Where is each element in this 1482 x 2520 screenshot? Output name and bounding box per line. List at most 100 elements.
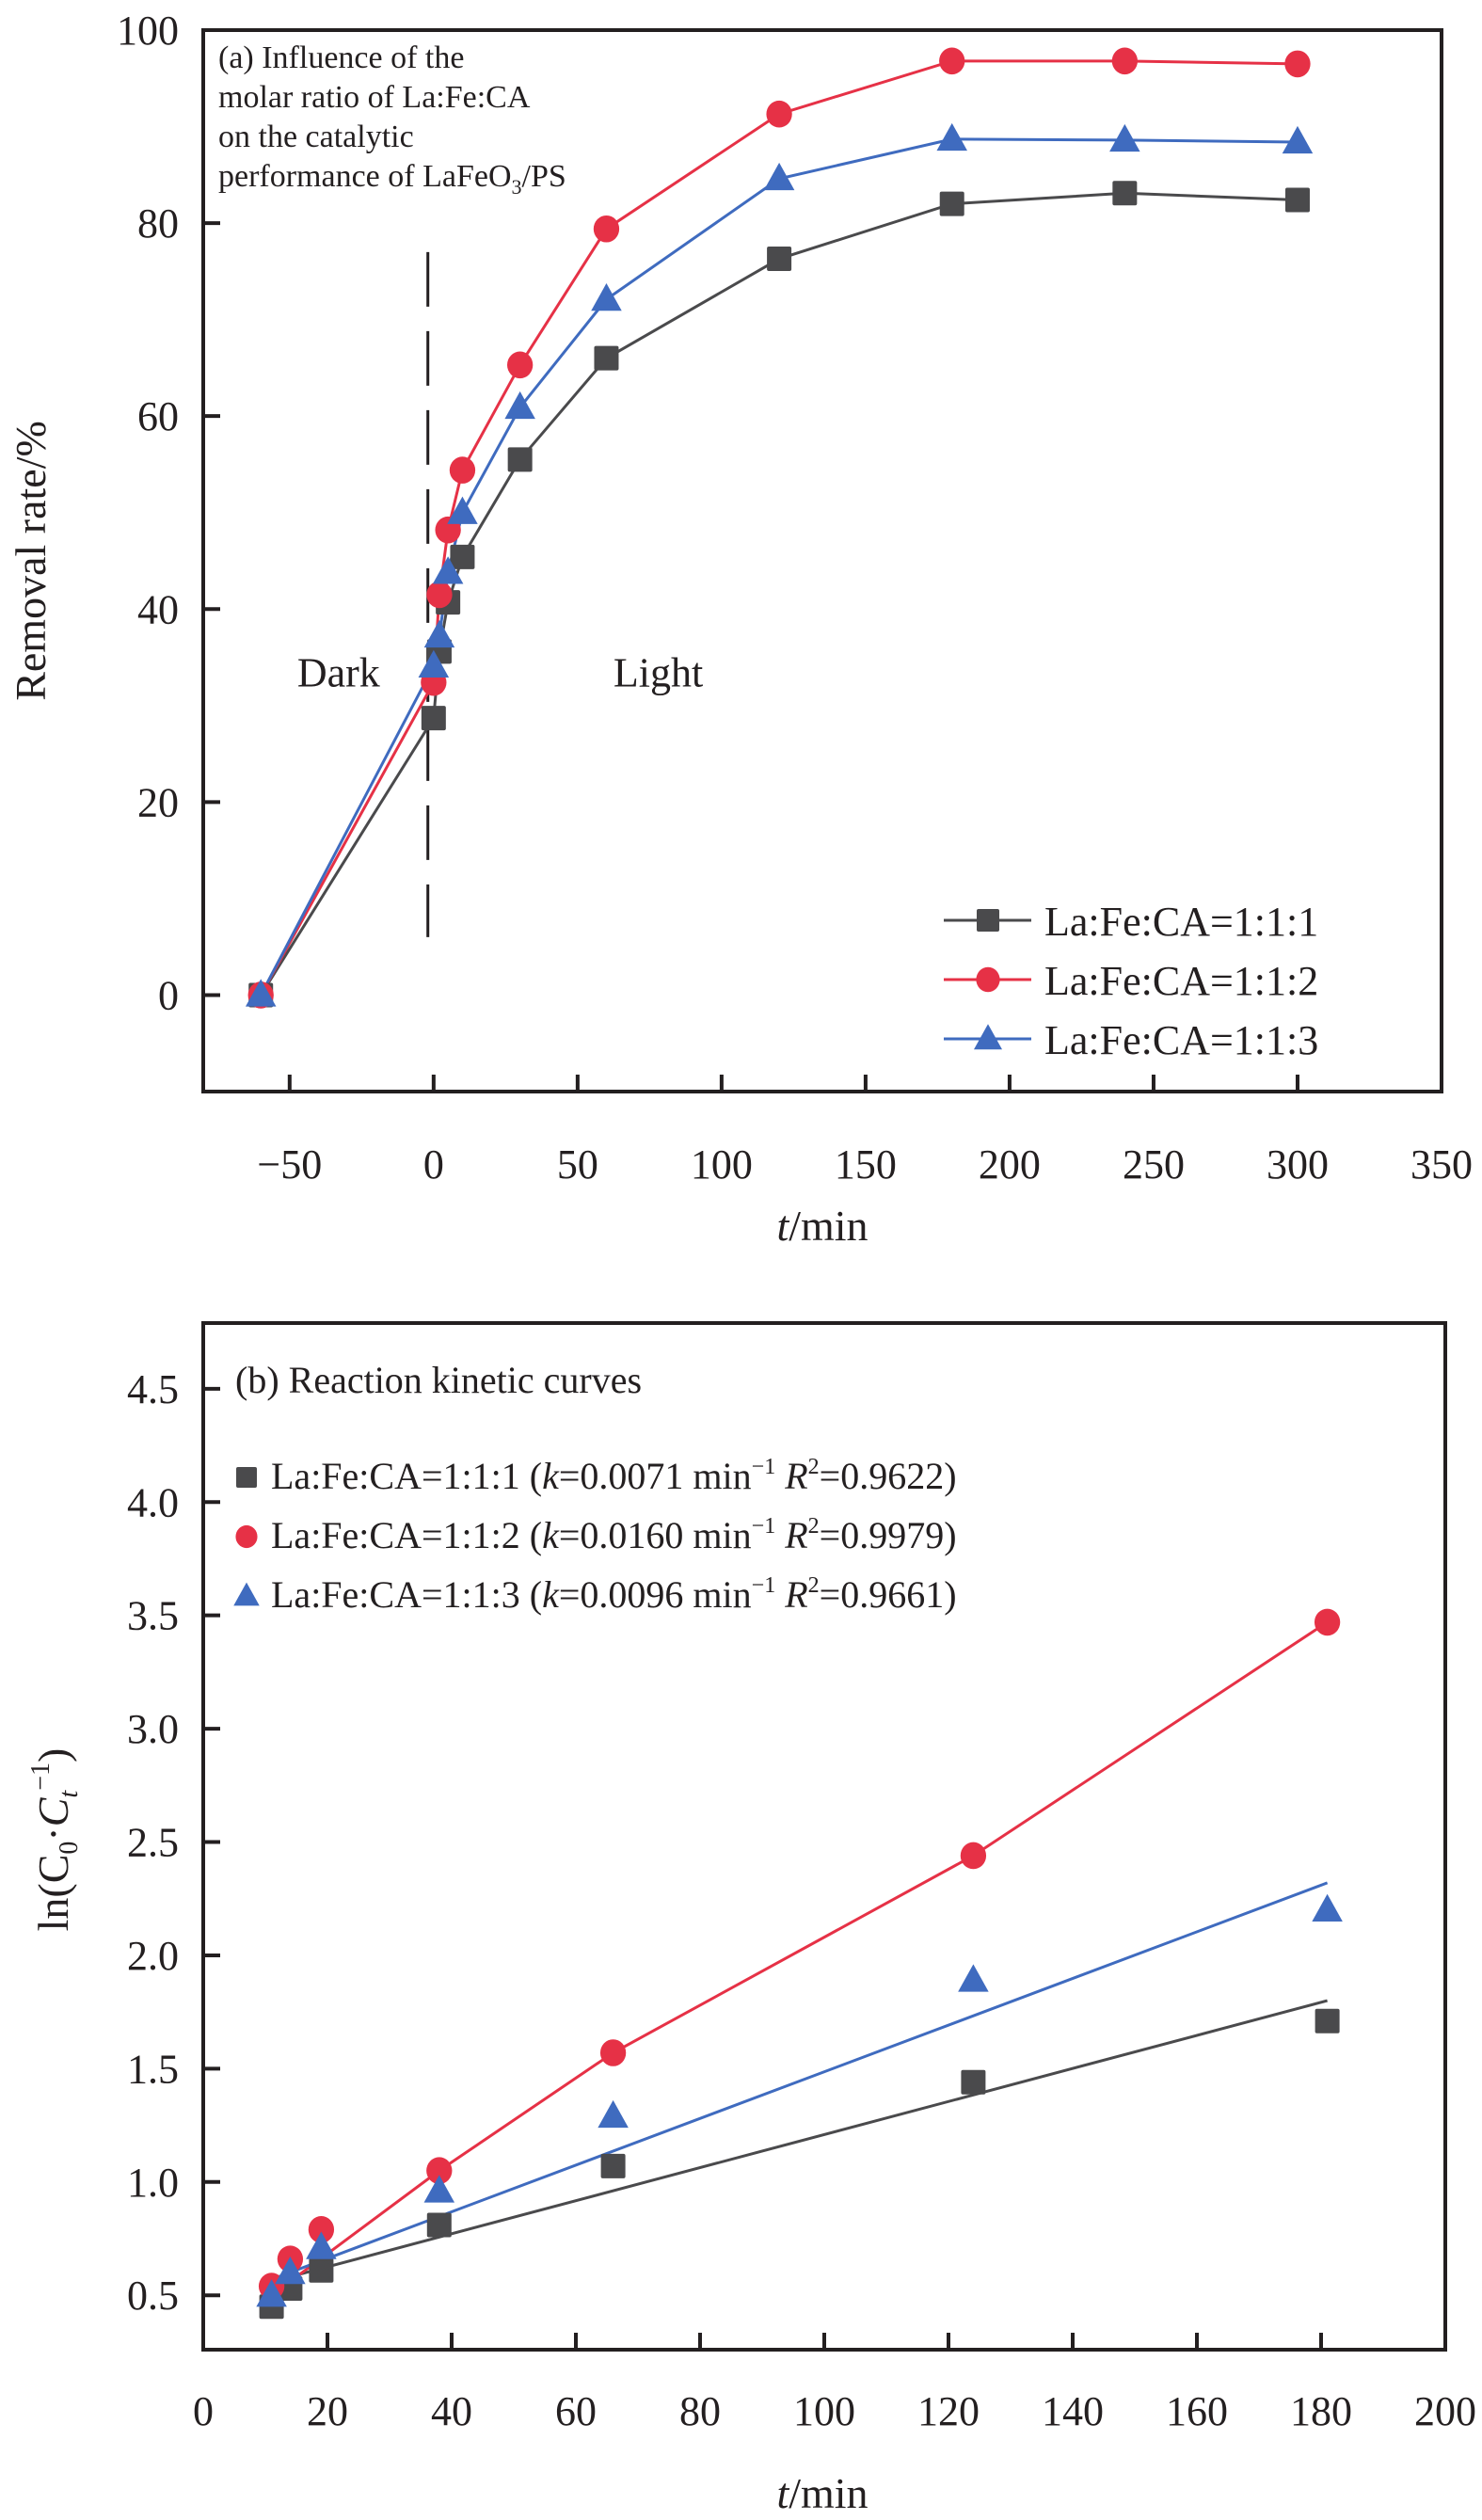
x-tick-label: 300 <box>1267 1141 1329 1188</box>
data-point-triangle-marker <box>591 283 622 311</box>
legend-label-part: −1 <box>752 1514 776 1539</box>
panel-a-title-line-1: (a) Influence of the <box>218 40 464 75</box>
legend-label-part: 2 <box>808 1455 820 1479</box>
legend-label-part: R <box>775 1573 807 1616</box>
x-tick-label: 60 <box>555 2388 597 2434</box>
legend-label-part: La:Fe:CA=1:1:2 ( <box>271 1514 542 1556</box>
x-axis-italic-t: t <box>776 2469 789 2517</box>
legend-label-part: R <box>775 1514 807 1556</box>
data-point-triangle-marker <box>423 2175 455 2203</box>
x-tick-label: 0 <box>423 1141 444 1188</box>
legend-label-part: −1 <box>752 1573 776 1598</box>
x-tick-label: 160 <box>1166 2388 1228 2434</box>
ylabel-post: ) <box>29 1748 77 1762</box>
legend-label-part: =0.0071 min <box>559 1455 752 1497</box>
data-point-circle-marker <box>593 215 620 243</box>
x-tick-label: 80 <box>679 2388 721 2434</box>
panel-a-x-ticks: −50 0 50 100 150 200 250 300 350 <box>257 1075 1473 1188</box>
panel-b-legend: La:Fe:CA=1:1:1 (k=0.0071 min−1 R2=0.9622… <box>233 1455 957 1616</box>
legend-label-part: =0.0096 min <box>559 1573 752 1616</box>
data-point-circle-marker <box>1314 1608 1341 1636</box>
ylabel-C: C <box>29 1796 77 1826</box>
legend-label: La:Fe:CA=1:1:1 <box>1044 899 1318 945</box>
series-2 <box>259 59 1299 997</box>
series-line <box>259 59 1299 997</box>
data-point-square-marker <box>426 2212 452 2238</box>
panel-a-title-line-2: molar ratio of La:Fe:CA <box>218 80 531 115</box>
legend-square-marker <box>977 909 999 932</box>
y-tick-label: 20 <box>137 779 179 825</box>
series-3-markers <box>256 1893 1343 2307</box>
legend-triangle-marker <box>233 1582 260 1606</box>
x-tick-label: 180 <box>1290 2388 1352 2434</box>
data-point-square-marker <box>767 247 792 272</box>
y-tick-label: 4.0 <box>127 1479 179 1525</box>
data-point-circle-marker <box>426 581 453 609</box>
ylabel-sup: −1 <box>26 1762 56 1791</box>
data-point-triangle-marker <box>1282 125 1314 154</box>
legend-label-part: =0.9661) <box>820 1573 957 1616</box>
data-point-square-marker <box>1284 187 1310 213</box>
series-3-markers <box>245 122 1314 1007</box>
legend-label: La:Fe:CA=1:1:2 (k=0.0160 min−1 R2=0.9979… <box>271 1514 957 1556</box>
dark-annotation: Dark <box>297 649 380 695</box>
legend-label-part: k <box>542 1573 560 1616</box>
y-tick-label: 1.5 <box>127 2046 179 2092</box>
legend-triangle-marker <box>974 1024 1002 1050</box>
data-point-square-marker <box>939 191 964 216</box>
series-1-markers <box>259 2008 1340 2320</box>
series-1 <box>259 191 1299 997</box>
series-2-markers <box>258 1608 1341 2300</box>
legend-label-part: 2 <box>808 1514 820 1539</box>
legend-label-part: 2 <box>808 1573 820 1598</box>
data-point-square-marker <box>507 447 533 472</box>
data-point-triangle-marker <box>447 496 478 524</box>
panel-b-series <box>256 1608 1343 2320</box>
panel-b-y-axis-title: ln(C0·Ct−1) <box>26 1748 84 1932</box>
data-point-triangle-marker <box>432 556 464 584</box>
data-point-triangle-marker <box>306 2231 337 2259</box>
legend-label-part: La:Fe:CA=1:1:1 ( <box>271 1455 542 1497</box>
x-axis-italic-t: t <box>776 1202 789 1250</box>
legend-circle-marker <box>976 966 1000 993</box>
legend-label: La:Fe:CA=1:1:3 (k=0.0096 min−1 R2=0.9661… <box>271 1573 957 1616</box>
x-tick-label: 100 <box>793 2388 855 2434</box>
y-tick-label: 80 <box>137 200 179 247</box>
data-point-square-marker <box>961 2069 986 2095</box>
data-point-triangle-marker <box>936 122 967 152</box>
ylabel-dot: · <box>29 1826 77 1841</box>
data-point-triangle-marker <box>275 2257 306 2285</box>
panel-a-title: (a) Influence of the molar ratio of La:F… <box>218 40 566 199</box>
data-point-square-marker <box>1315 2008 1340 2034</box>
data-point-circle-marker <box>1284 50 1311 78</box>
ylabel-pre: ln(C <box>29 1855 77 1932</box>
legend-label-part: k <box>542 1514 560 1556</box>
panel-a-title-line-3: on the catalytic <box>218 120 414 154</box>
panel-a-y-axis-title: Removal rate/% <box>7 421 55 701</box>
legend-label: La:Fe:CA=1:1:3 <box>1044 1017 1318 1063</box>
panel-b-x-axis-title: t/min <box>776 2469 868 2517</box>
ylabel-subt: t <box>55 1790 84 1798</box>
data-point-circle-marker <box>766 100 792 128</box>
x-tick-label: 200 <box>1414 2388 1476 2434</box>
series-line <box>259 191 1299 997</box>
x-tick-label: 0 <box>193 2388 214 2434</box>
fit-line <box>271 1999 1328 2284</box>
series-2-markers <box>247 47 1311 1009</box>
panel-a-x-axis-title: t/min <box>776 1202 868 1250</box>
data-point-triangle-marker <box>504 391 535 420</box>
data-point-square-marker <box>600 2153 626 2178</box>
y-tick-label: 3.0 <box>127 1706 179 1752</box>
data-point-triangle-marker <box>256 2279 287 2307</box>
panel-b-kinetics-chart: 0.51.01.52.02.53.03.54.04.5 0 20 40 60 80 100… <box>26 1321 1476 2517</box>
data-point-triangle-marker <box>1109 123 1140 152</box>
data-point-circle-marker <box>1111 47 1138 75</box>
legend-label-part: −1 <box>752 1455 776 1479</box>
legend-label: La:Fe:CA=1:1:2 <box>1044 958 1318 1004</box>
panel-b-y-ticks: 0.5 1.0 1.5 2.0 2.5 3.0 3.5 4.0 4.5 <box>127 1366 220 2319</box>
legend-square-marker <box>236 1467 257 1488</box>
y-tick-label: 1.0 <box>127 2160 179 2206</box>
data-point-square-marker <box>450 544 475 569</box>
light-annotation: Light <box>614 649 703 695</box>
